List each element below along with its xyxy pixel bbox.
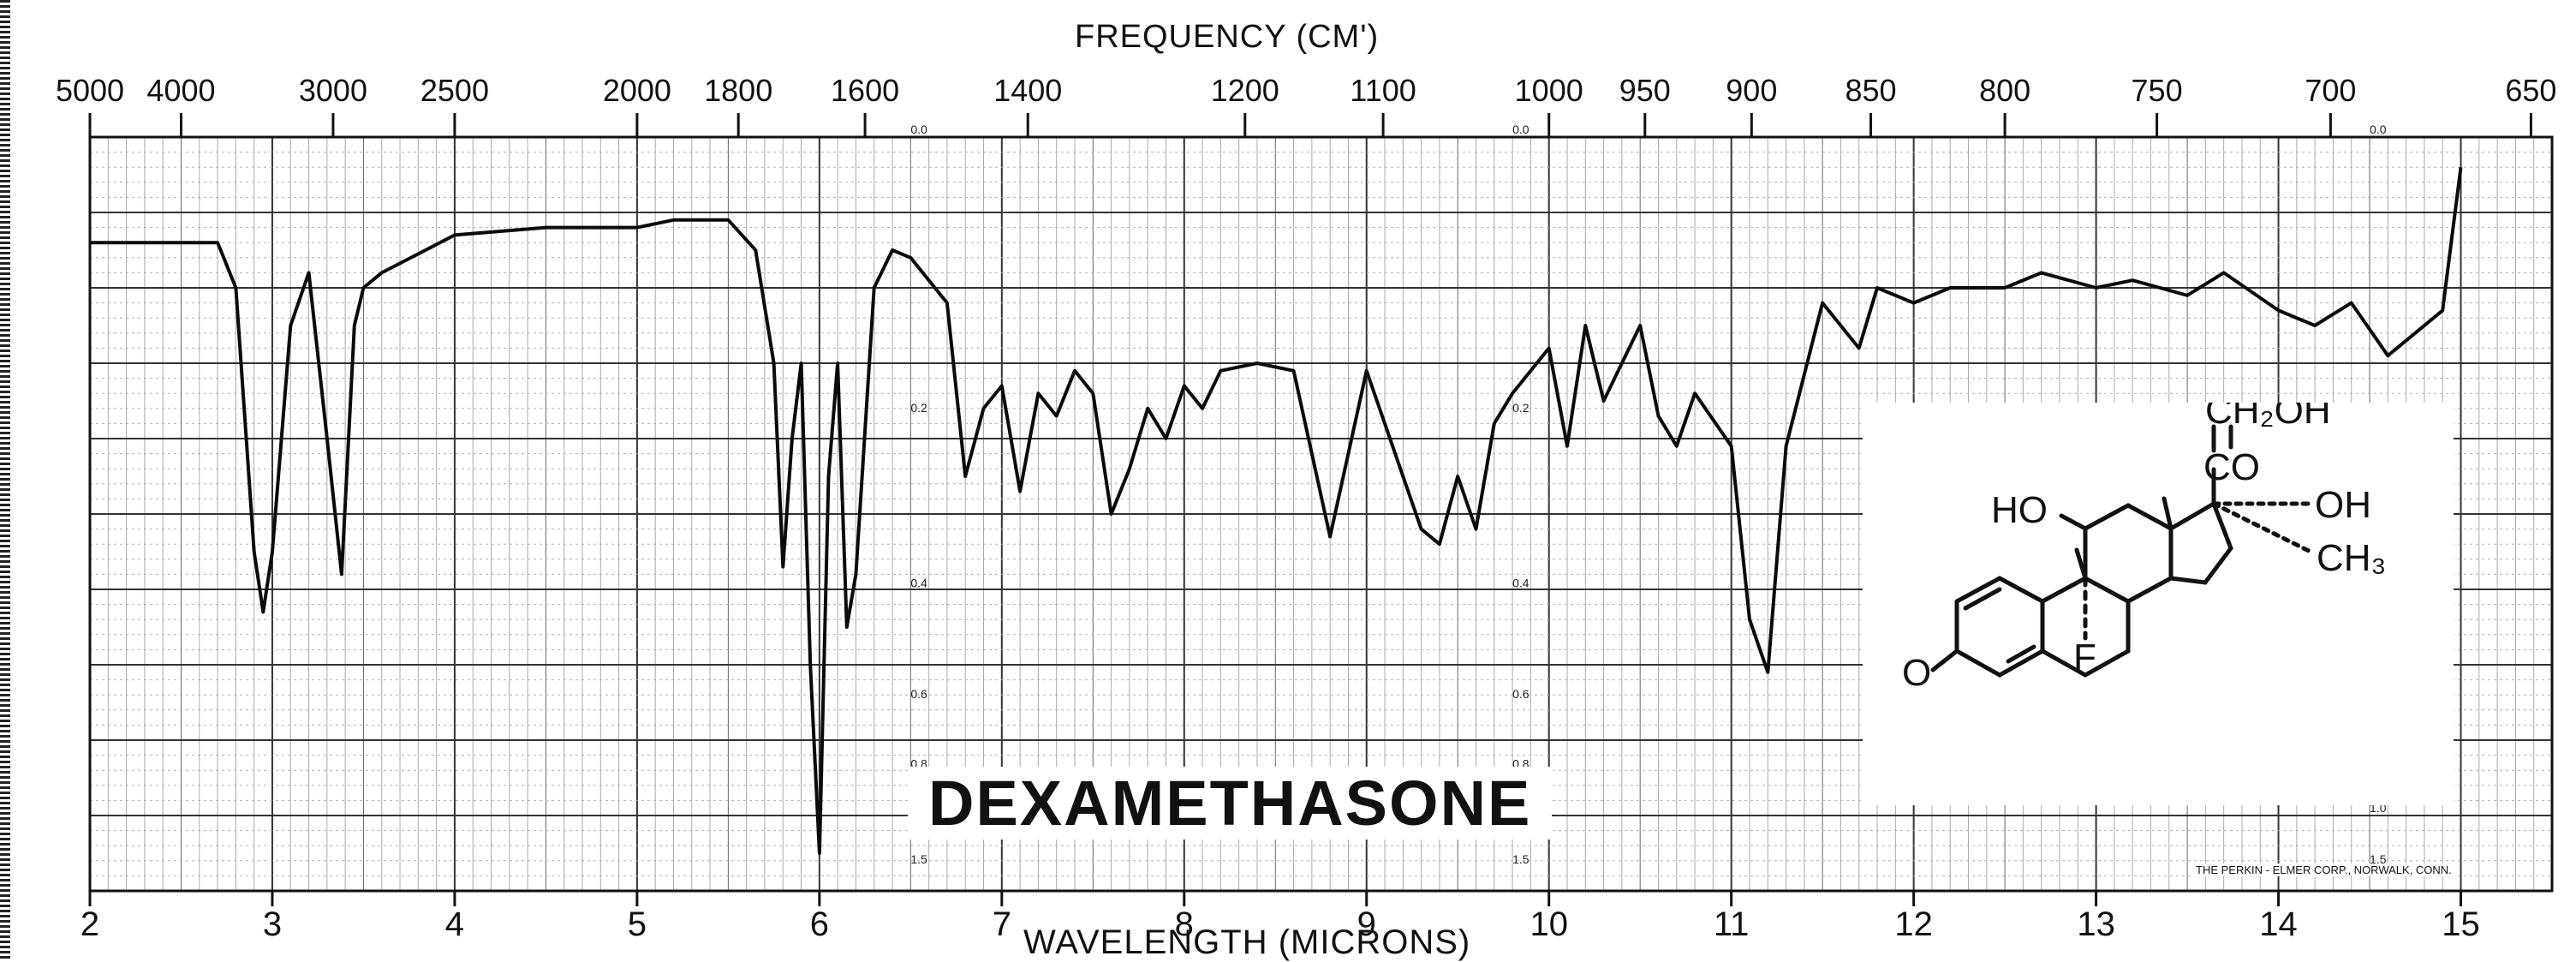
x-tick-label: 5: [628, 905, 647, 943]
label-ch3: CH₃: [2317, 537, 2386, 579]
x-tick-label: 10: [1530, 905, 1568, 943]
label-oh: OH: [2315, 484, 2371, 526]
ring-b: [2040, 576, 2131, 678]
x-tick-label: 8: [1175, 905, 1194, 943]
freq-tick-label: 750: [2132, 73, 2183, 108]
absorbance-label: 0.6: [910, 687, 927, 701]
freq-tick-label: 900: [1726, 73, 1777, 108]
absorbance-label: 0.0: [1512, 122, 1530, 136]
freq-tick-label: 700: [2305, 73, 2356, 108]
absorbance-label: 0.6: [1512, 687, 1530, 701]
frequency-axis-title: FREQUENCY (CM'): [1075, 19, 1380, 55]
compound-name: DEXAMETHASONE: [908, 767, 1553, 840]
freq-tick-label: 1000: [1515, 73, 1583, 108]
freq-tick-label: 3000: [299, 73, 367, 108]
freq-tick-label: 650: [2505, 73, 2556, 108]
freq-tick-label: 2000: [603, 73, 671, 108]
absorbance-label: 0.2: [1512, 401, 1530, 415]
wavelength-axis-title: WAVELENGTH (MICRONS): [1023, 923, 1471, 961]
chart-axes: 2 3 4 5 6 7 8 9 10 11 12 13 14 15 5000 4000 3000 2500 2000…: [56, 73, 2557, 943]
absorbance-label: 1.5: [2370, 852, 2387, 866]
manufacturer-credit: THE PERKIN - ELMER CORP., NORWALK, CONN.: [2192, 863, 2455, 876]
freq-tick-label: 1100: [1350, 73, 1416, 108]
ring-c: [2083, 503, 2174, 604]
molecule-structure: CH₂OH CO HO OH CH₃ F O: [1863, 403, 2454, 805]
freq-tick-label: 1600: [831, 73, 899, 108]
absorbance-label: 0.4: [910, 577, 927, 590]
freq-tick-label: 1800: [704, 73, 772, 108]
x-tick-label: 6: [810, 905, 829, 943]
absorbance-label: 0.0: [2370, 122, 2387, 136]
label-co: CO: [2203, 446, 2260, 488]
absorbance-label: 0.0: [910, 122, 927, 136]
x-tick-label: 2: [80, 905, 99, 943]
freq-tick-label: 800: [1979, 73, 2030, 108]
plot-frame: [88, 135, 2554, 893]
x-tick-label: 13: [2077, 905, 2115, 943]
label-f: F: [2073, 636, 2096, 678]
freq-tick-label: 5000: [56, 73, 124, 108]
x-tick-label: 4: [445, 905, 464, 943]
freq-tick-label: 4000: [146, 73, 215, 108]
absorbance-label: 0.4: [1512, 577, 1530, 590]
x-tick-label: 12: [1894, 905, 1933, 943]
x-tick-label: 11: [1714, 905, 1750, 943]
spectrum-series-0: [90, 166, 2463, 855]
absorbance-label: 1.5: [1512, 852, 1530, 866]
freq-tick-label: 1200: [1211, 73, 1279, 108]
freq-tick-label: 950: [1619, 73, 1671, 108]
ring-a: [1954, 576, 2045, 678]
x-tick-label: 3: [263, 905, 282, 943]
x-tick-label: 9: [1357, 905, 1376, 943]
freq-tick-label: 2500: [420, 73, 489, 108]
label-ch2oh: CH₂OH: [2205, 403, 2331, 432]
x-tick-label: 7: [993, 905, 1011, 943]
ring-d: [2168, 500, 2233, 585]
freq-tick-label: 850: [1845, 73, 1896, 108]
x-tick-label: 15: [2442, 905, 2480, 943]
binding-holes: [0, 0, 10, 959]
label-o: O: [1902, 652, 1931, 694]
freq-tick-label: 1400: [993, 73, 1062, 108]
absorbance-label: 1.5: [910, 852, 927, 866]
x-tick-label: 14: [2259, 905, 2298, 943]
label-ho: HO: [1991, 489, 2048, 531]
absorbance-label: 0.2: [910, 401, 927, 415]
spectrum-trace: [90, 166, 2463, 855]
